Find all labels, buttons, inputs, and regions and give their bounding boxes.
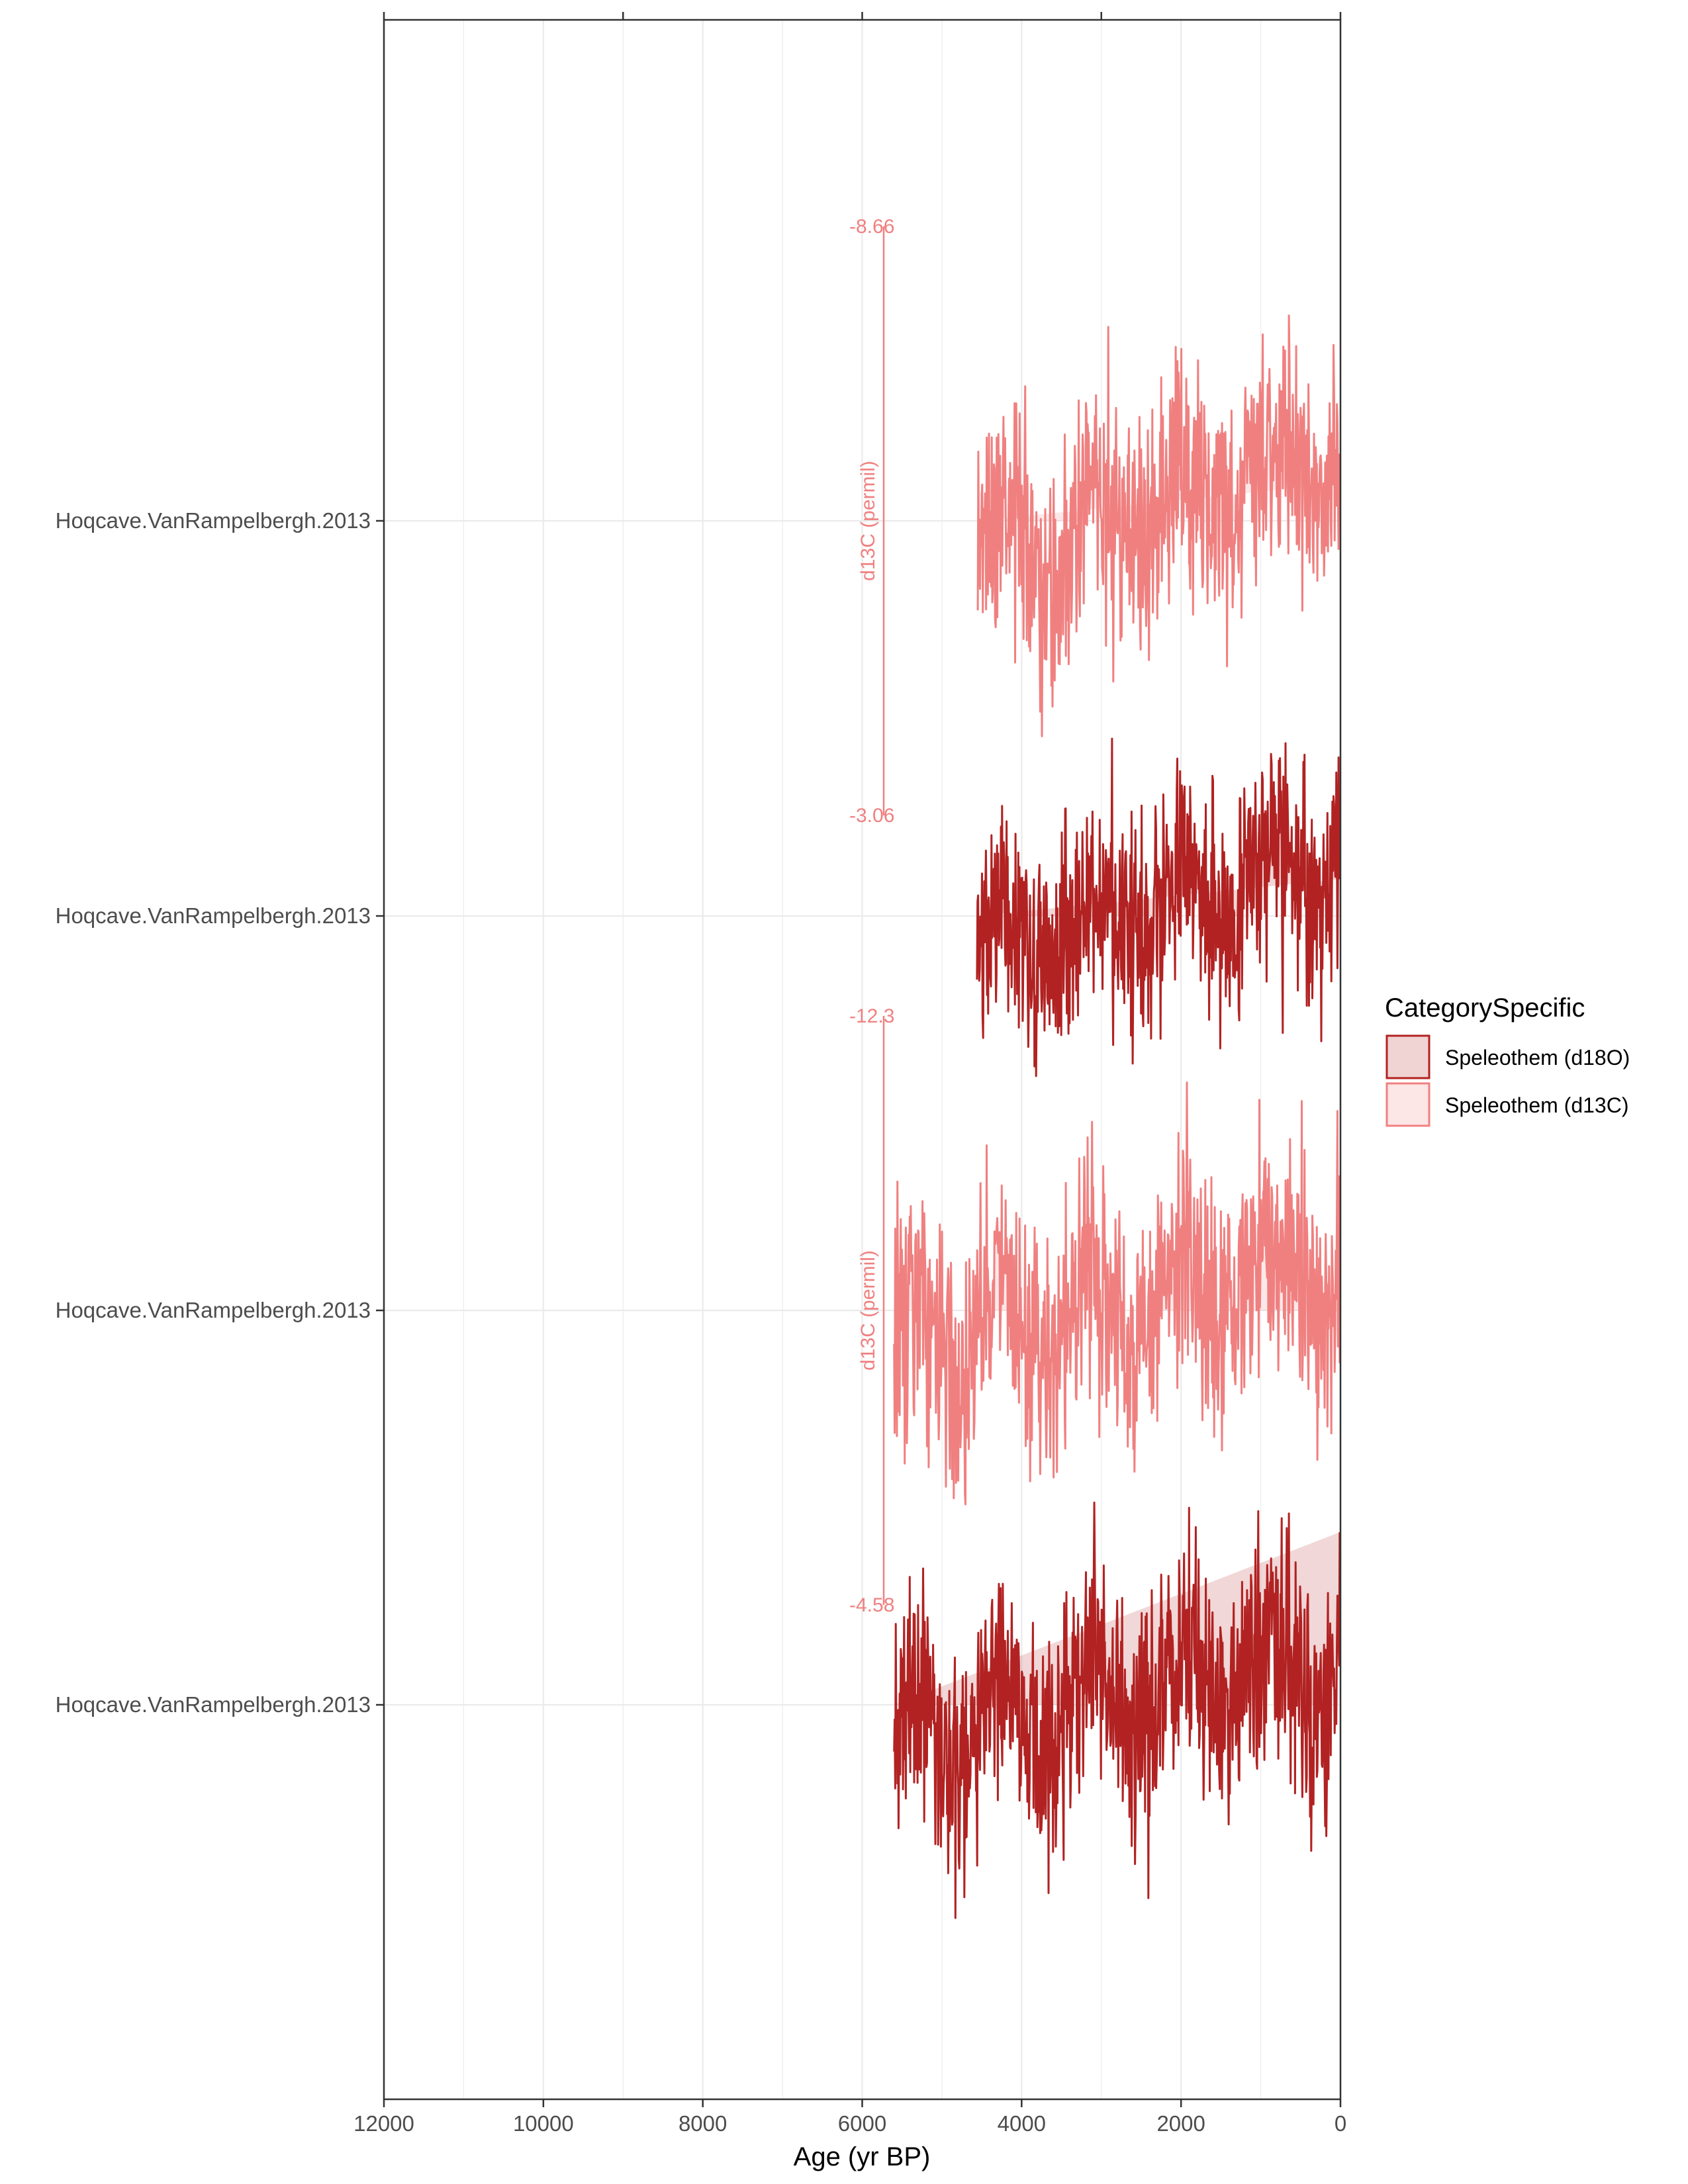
series-area [894,1502,1340,1705]
legend-key [1385,1082,1430,1127]
series-lines [893,314,1341,1919]
x-tick-label: 10000 [513,2111,574,2136]
series-line [893,1081,1341,1506]
x-tick-label: 2000 [1156,2111,1205,2136]
legend-label: Speleothem (d13C) [1445,1093,1628,1117]
scale-title: d13C (permil) [857,461,879,581]
legend: CategorySpecific Speleothem (d18O) Speleo… [1385,993,1630,1127]
y-tick-label: Hoqcave.VanRampelbergh.2013 [56,903,371,928]
y-tick-label: Hoqcave.VanRampelbergh.2013 [56,508,371,533]
x-tick-label: 4000 [998,2111,1046,2136]
x-tick-label: 8000 [679,2111,727,2136]
scale-top-label: -12.3 [849,1005,894,1027]
scale-bottom-label: -3.06 [849,805,894,827]
x-tick-label: 0 [1335,2111,1346,2136]
x-axis-title: Age (yr BP) [794,2142,931,2171]
grid [383,20,1342,2099]
legend-title: CategorySpecific [1385,993,1585,1023]
series-line [893,1501,1341,1919]
y-tick-label: Hoqcave.VanRampelbergh.2013 [56,1692,371,1717]
scale-title: d13C (permil) [857,1250,879,1371]
series-line [976,314,1341,737]
legend-key [1385,1034,1430,1079]
scale-top-label: -8.66 [849,216,894,238]
y-tick-label: Hoqcave.VanRampelbergh.2013 [56,1298,371,1322]
value-scale-bars: -8.66 -3.06 d13C (permil) -12.3 -4.58 d13C (p… [849,216,894,1616]
x-tick-label: 12000 [353,2111,414,2136]
axes: Hoqcave.VanRampelbergh.2013 Hoqcave.VanRa… [56,12,1346,2136]
x-tick-label: 6000 [838,2111,886,2136]
legend-label: Speleothem (d18O) [1445,1046,1630,1069]
scale-bottom-label: -4.58 [849,1594,894,1616]
series-line [976,737,1341,1077]
